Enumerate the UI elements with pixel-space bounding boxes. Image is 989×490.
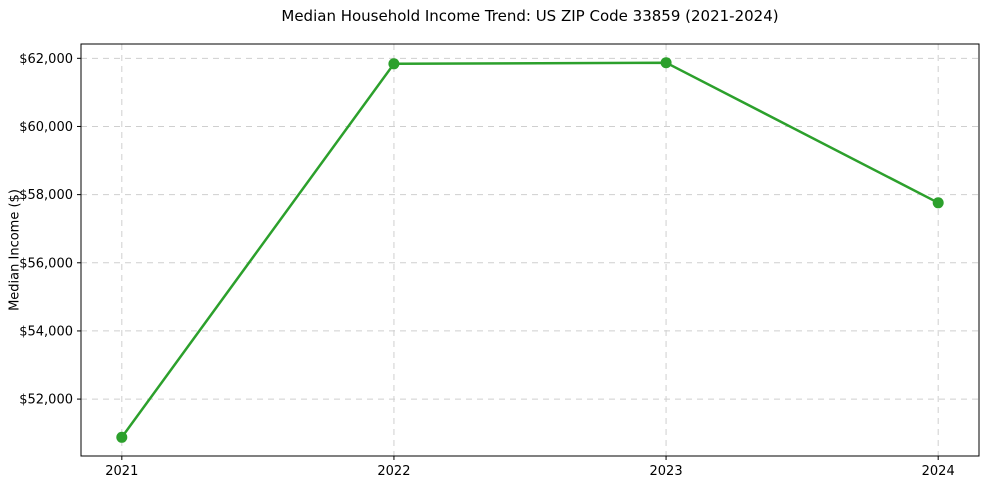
y-tick-label: $54,000 xyxy=(19,324,73,339)
x-tick-label: 2021 xyxy=(105,464,138,479)
data-point xyxy=(116,431,128,443)
plot-border xyxy=(80,43,980,457)
series-line xyxy=(120,61,940,439)
x-tick-label: 2022 xyxy=(377,464,410,479)
data-point xyxy=(932,197,944,209)
y-tick-label: $60,000 xyxy=(19,120,73,135)
x-tick-label: 2024 xyxy=(922,464,955,479)
y-axis-label: Median Income ($) xyxy=(7,189,23,311)
y-tick-label: $58,000 xyxy=(19,188,73,203)
y-tick-label: $56,000 xyxy=(19,256,73,271)
data-point xyxy=(388,58,400,70)
data-point xyxy=(660,57,672,69)
chart-title: Median Household Income Trend: US ZIP Co… xyxy=(281,7,779,25)
y-tick-label: $62,000 xyxy=(19,52,73,67)
x-tick-label: 2023 xyxy=(650,464,683,479)
y-tick-label: $52,000 xyxy=(19,393,73,408)
